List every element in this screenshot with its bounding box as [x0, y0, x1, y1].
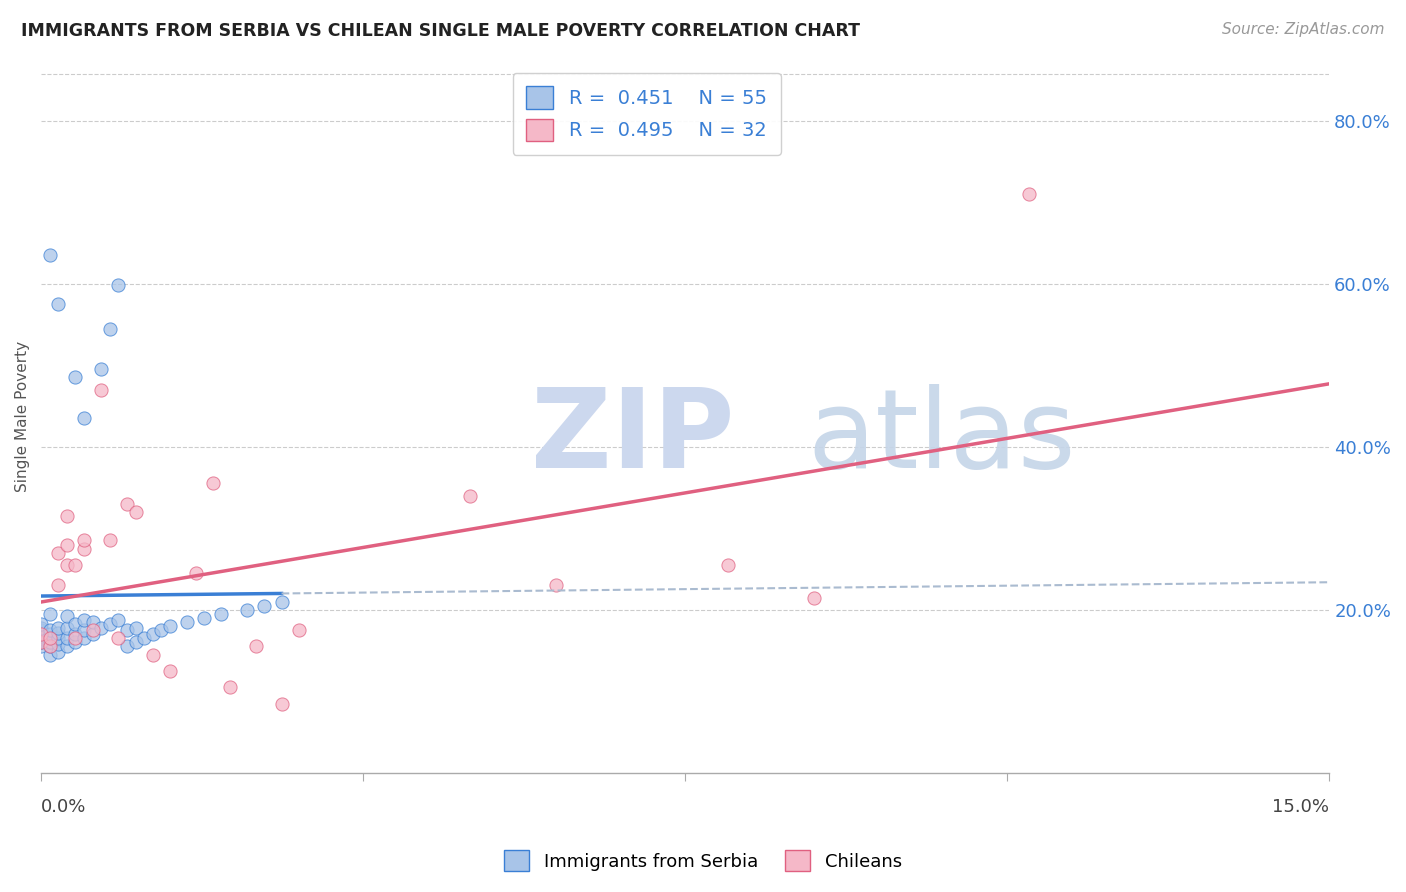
Point: [150, 623, 173, 637]
Point: [90, 621, 112, 635]
Point: [30, 640, 52, 654]
Point: [73, 533, 96, 548]
Point: [38, 627, 60, 641]
Text: IMMIGRANTS FROM SERBIA VS CHILEAN SINGLE MALE POVERTY CORRELATION CHART: IMMIGRANTS FROM SERBIA VS CHILEAN SINGLE…: [21, 22, 860, 40]
Point: [107, 613, 129, 627]
Point: [73, 623, 96, 637]
Point: [46, 645, 69, 659]
Point: [124, 621, 146, 635]
Point: [30, 627, 52, 641]
Point: [82, 623, 104, 637]
Point: [56, 621, 79, 635]
Point: [30, 632, 52, 646]
Point: [38, 635, 60, 649]
Point: [270, 697, 292, 711]
Point: [46, 297, 69, 311]
Point: [30, 621, 52, 635]
Point: [193, 611, 215, 625]
Point: [56, 509, 79, 524]
Point: [124, 505, 146, 519]
Point: [46, 621, 69, 635]
Point: [56, 537, 79, 551]
Point: [65, 558, 87, 572]
Point: [803, 591, 825, 605]
Point: [46, 546, 69, 560]
Point: [65, 635, 87, 649]
Point: [38, 248, 60, 262]
Point: [236, 603, 259, 617]
Point: [73, 632, 96, 646]
Point: [98, 617, 121, 632]
Point: [115, 623, 138, 637]
Point: [46, 578, 69, 592]
Point: [30, 627, 52, 641]
Point: [98, 533, 121, 548]
Point: [134, 632, 156, 646]
Legend: Immigrants from Serbia, Chileans: Immigrants from Serbia, Chileans: [496, 843, 910, 879]
Text: 15.0%: 15.0%: [1272, 798, 1329, 816]
Point: [253, 599, 276, 613]
Point: [159, 664, 181, 678]
Y-axis label: Single Male Poverty: Single Male Poverty: [15, 341, 30, 491]
Point: [65, 617, 87, 632]
Point: [65, 370, 87, 384]
Point: [56, 640, 79, 654]
Text: Source: ZipAtlas.com: Source: ZipAtlas.com: [1222, 22, 1385, 37]
Point: [65, 627, 87, 641]
Point: [245, 640, 267, 654]
Point: [38, 632, 60, 646]
Point: [82, 627, 104, 641]
Point: [90, 362, 112, 376]
Point: [30, 635, 52, 649]
Point: [460, 489, 482, 503]
Point: [30, 632, 52, 647]
Point: [82, 615, 104, 629]
Point: [46, 637, 69, 651]
Point: [73, 541, 96, 556]
Point: [65, 632, 87, 646]
Point: [107, 278, 129, 293]
Point: [546, 578, 568, 592]
Point: [56, 609, 79, 624]
Point: [184, 566, 207, 580]
Point: [38, 640, 60, 654]
Text: 0.0%: 0.0%: [41, 798, 87, 816]
Point: [115, 497, 138, 511]
Legend: R =  0.451    N = 55, R =  0.495    N = 32: R = 0.451 N = 55, R = 0.495 N = 32: [513, 73, 780, 154]
Point: [38, 648, 60, 662]
Point: [38, 607, 60, 621]
Point: [201, 476, 224, 491]
Point: [30, 623, 52, 637]
Point: [90, 383, 112, 397]
Point: [30, 625, 52, 640]
Point: [73, 411, 96, 425]
Point: [38, 640, 60, 654]
Point: [56, 632, 79, 646]
Point: [73, 613, 96, 627]
Point: [38, 623, 60, 637]
Point: [107, 632, 129, 646]
Point: [287, 623, 309, 637]
Point: [46, 625, 69, 640]
Text: ZIP: ZIP: [530, 384, 734, 491]
Point: [142, 648, 165, 662]
Point: [270, 594, 292, 608]
Point: [98, 321, 121, 335]
Point: [56, 558, 79, 572]
Point: [142, 627, 165, 641]
Text: atlas: atlas: [807, 384, 1076, 491]
Point: [115, 640, 138, 654]
Point: [219, 680, 242, 694]
Point: [211, 607, 233, 621]
Point: [717, 558, 740, 572]
Point: [159, 619, 181, 633]
Point: [1018, 187, 1040, 202]
Point: [124, 635, 146, 649]
Point: [46, 632, 69, 646]
Point: [38, 632, 60, 646]
Point: [176, 615, 198, 629]
Point: [30, 635, 52, 649]
Point: [30, 629, 52, 643]
Point: [30, 617, 52, 632]
